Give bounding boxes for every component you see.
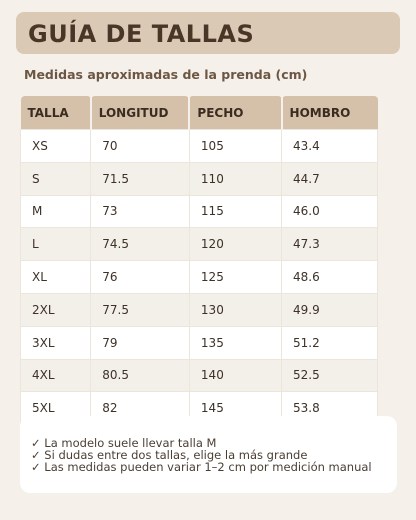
- table-cell: S: [19, 161, 92, 196]
- table-cell: XS: [19, 129, 92, 163]
- table-cell: 125: [188, 260, 283, 294]
- table-cell: 130: [188, 292, 283, 327]
- column-header: LONGITUD: [89, 96, 190, 130]
- table-cell: 3XL: [19, 325, 92, 360]
- table-row: 3XL 79 135 51.2: [19, 325, 378, 360]
- note-line: ✓ Las medidas pueden variar 1–2 cm por m…: [31, 460, 372, 474]
- table-row: M 73 115 46.0: [19, 194, 378, 229]
- title: GUÍA DE TALLAS: [16, 12, 400, 54]
- table-cell: L: [19, 227, 92, 262]
- table-cell: 52.5: [281, 358, 378, 393]
- table-row: XL 76 125 48.6: [19, 260, 378, 294]
- table-cell: M: [19, 194, 92, 229]
- table-cell: 135: [188, 325, 283, 360]
- table-cell: 80.5: [90, 358, 190, 393]
- table-cell: 71.5: [90, 161, 190, 196]
- table-row: L 74.5 120 47.3: [19, 227, 378, 262]
- table-cell: 70: [90, 129, 190, 163]
- column-header: HOMBRO: [280, 96, 378, 130]
- column-header: PECHO: [188, 96, 282, 130]
- table-cell: 120: [188, 227, 283, 262]
- size-table: TALLA LONGITUD PECHO HOMBRO XS 70 105 43.4 S 71.5…: [19, 96, 378, 426]
- column-header: TALLA: [20, 96, 91, 130]
- table-cell: 110: [188, 161, 283, 196]
- table-cell: 4XL: [19, 358, 92, 393]
- table-cell: XL: [19, 260, 92, 294]
- table-cell: 73: [90, 194, 190, 229]
- table-cell: 43.4: [281, 129, 378, 163]
- table-cell: 46.0: [281, 194, 378, 229]
- table-cell: 51.2: [281, 325, 378, 360]
- table-cell: 140: [188, 358, 283, 393]
- table-cell: 2XL: [19, 292, 92, 327]
- table-cell: 115: [188, 194, 283, 229]
- table-cell: 49.9: [281, 292, 378, 327]
- table-cell: 76: [90, 260, 190, 294]
- notes: ✓ La modelo suele llevar talla M ✓ Si dud…: [20, 416, 397, 493]
- table-row: XS 70 105 43.4: [19, 129, 378, 163]
- table-row: 4XL 80.5 140 52.5: [19, 358, 378, 393]
- table-body: XS 70 105 43.4 S 71.5 110 44.7 M 73 115 46.0 L 74.5 12…: [19, 129, 378, 426]
- table-cell: 44.7: [281, 161, 378, 196]
- table-cell: 74.5: [90, 227, 190, 262]
- table-row: 2XL 77.5 130 49.9: [19, 292, 378, 327]
- table-cell: 79: [90, 325, 190, 360]
- table-cell: 47.3: [281, 227, 378, 262]
- table-cell: 48.6: [281, 260, 378, 294]
- table-row: S 71.5 110 44.7: [19, 161, 378, 196]
- note-line: ✓ La modelo suele llevar talla M: [31, 436, 217, 450]
- note-line: ✓ Si dudas entre dos tallas, elige la má…: [31, 448, 308, 462]
- table-cell: 77.5: [90, 292, 190, 327]
- subtitle: Medidas aproximadas de la prenda (cm): [24, 67, 308, 82]
- header-row: TALLA LONGITUD PECHO HOMBRO: [20, 96, 378, 130]
- table-cell: 105: [188, 129, 283, 163]
